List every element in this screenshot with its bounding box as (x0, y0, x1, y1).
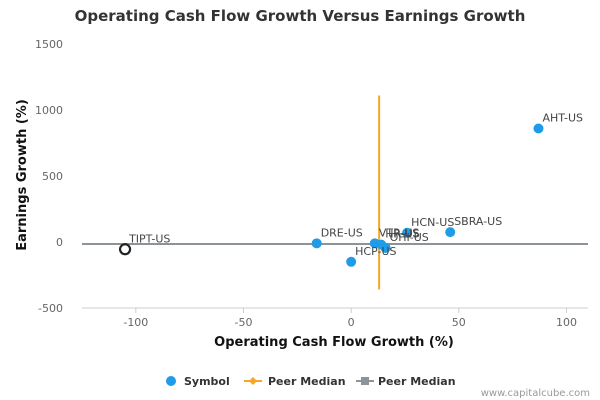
chart-title: Operating Cash Flow Growth Versus Earnin… (75, 7, 526, 25)
credit-text: www.capitalcube.com (481, 388, 590, 399)
x-axis-ticks: -100 -50 0 50 100 (123, 308, 577, 329)
data-point-ohi-us[interactable] (380, 242, 391, 253)
y-tick-label: 500 (42, 170, 63, 183)
data-label-dre-us: DRE-US (321, 226, 363, 239)
data-point-hcn-us[interactable] (402, 227, 413, 238)
data-label-sbra-us: SBRA-US (454, 215, 502, 228)
y-tick-label: 1000 (35, 104, 63, 117)
data-label-aht-us: AHT-US (542, 111, 583, 124)
data-label-hr-us: HR-US (385, 228, 419, 241)
data-point-hcp-us[interactable] (346, 256, 357, 267)
data-point-sbra-us[interactable] (445, 227, 456, 238)
y-tick-label: 1500 (35, 38, 63, 51)
data-label-hcn-us: HCN-US (411, 216, 454, 229)
y-axis-title: Earnings Growth (%) (15, 99, 30, 251)
legend-gray-square (361, 377, 369, 385)
legend-peer-median-orange-label: Peer Median (268, 375, 346, 388)
legend-orange-diamond (249, 377, 257, 385)
x-tick-label: -50 (235, 316, 253, 329)
peer-median-lines (82, 95, 588, 290)
data-label-tipt-us: TIPT-US (128, 232, 170, 245)
legend-symbol-marker (166, 376, 176, 386)
legend: Symbol Peer Median Peer Median (166, 375, 456, 388)
legend-symbol-label: Symbol (184, 375, 230, 388)
data-label-hcp-us: HCP-US (355, 245, 396, 258)
legend-peer-median-gray-label: Peer Median (378, 375, 456, 388)
x-axis-title: Operating Cash Flow Growth (%) (214, 335, 454, 350)
x-tick-label: 100 (556, 316, 577, 329)
data-point-dre-us[interactable] (311, 238, 322, 249)
data-label-vtr-us: VTR-US (379, 226, 419, 239)
data-point-tipt-us[interactable] (118, 243, 132, 256)
data-points (118, 123, 544, 267)
y-axis-ticks: -500 0 500 1000 1500 (35, 38, 63, 315)
x-tick-label: 0 (348, 316, 355, 329)
legend-item-symbol[interactable]: Symbol (166, 375, 230, 388)
y-tick-label: -500 (38, 302, 63, 315)
y-tick-label: 0 (56, 236, 63, 249)
legend-item-peer-median-gray[interactable]: Peer Median (356, 375, 456, 388)
x-tick-label: -100 (123, 316, 148, 329)
data-label-ohi-us: OHI-US (390, 231, 429, 244)
x-tick-label: 50 (452, 316, 466, 329)
data-point-aht-us[interactable] (533, 123, 544, 134)
legend-item-peer-median-orange[interactable]: Peer Median (244, 375, 346, 388)
